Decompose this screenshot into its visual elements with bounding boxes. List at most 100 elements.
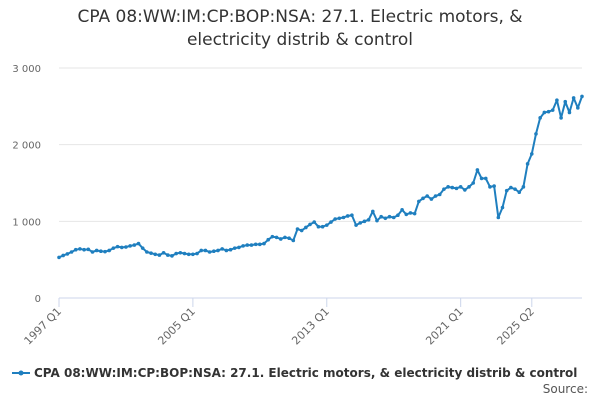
data-point[interactable] xyxy=(437,192,442,197)
data-point[interactable] xyxy=(174,251,178,256)
data-point[interactable] xyxy=(408,211,413,215)
data-point[interactable] xyxy=(199,248,204,253)
data-point[interactable] xyxy=(488,185,492,189)
data-point[interactable] xyxy=(308,222,312,227)
data-point[interactable] xyxy=(57,255,61,260)
data-point[interactable] xyxy=(383,216,388,221)
data-point[interactable] xyxy=(354,223,358,227)
data-point[interactable] xyxy=(237,245,241,250)
legend-series-label[interactable]: CPA 08:WW:IM:CP:BOP:NSA: 27.1. Electric … xyxy=(34,366,577,380)
data-point[interactable] xyxy=(563,99,568,104)
data-point[interactable] xyxy=(220,247,224,251)
data-point[interactable] xyxy=(538,116,542,120)
data-point[interactable] xyxy=(509,185,513,190)
data-point[interactable] xyxy=(350,213,354,217)
data-point[interactable] xyxy=(124,245,128,249)
data-point[interactable] xyxy=(274,235,279,240)
data-point[interactable] xyxy=(475,168,480,172)
data-point[interactable] xyxy=(571,96,576,100)
data-point[interactable] xyxy=(216,248,220,253)
data-point[interactable] xyxy=(191,252,195,257)
data-point[interactable] xyxy=(550,108,555,112)
data-point[interactable] xyxy=(504,188,509,193)
data-point[interactable] xyxy=(404,212,409,217)
data-point[interactable] xyxy=(312,220,317,224)
data-point[interactable] xyxy=(517,190,522,194)
data-point[interactable] xyxy=(94,248,99,253)
data-point[interactable] xyxy=(454,186,459,191)
data-point[interactable] xyxy=(111,246,116,250)
data-point[interactable] xyxy=(479,176,484,181)
data-point[interactable] xyxy=(333,217,337,221)
data-point[interactable] xyxy=(559,116,563,120)
data-point[interactable] xyxy=(153,252,158,257)
data-point[interactable] xyxy=(525,162,530,166)
data-point[interactable] xyxy=(467,185,471,189)
data-point[interactable] xyxy=(115,244,120,249)
data-point[interactable] xyxy=(78,247,82,251)
data-point[interactable] xyxy=(128,244,132,248)
data-point[interactable] xyxy=(471,181,476,185)
data-point[interactable] xyxy=(245,243,250,247)
data-point[interactable] xyxy=(149,251,153,255)
data-point[interactable] xyxy=(270,234,275,239)
data-point[interactable] xyxy=(203,248,208,253)
data-point[interactable] xyxy=(266,237,271,242)
data-point[interactable] xyxy=(283,235,287,240)
series-line[interactable] xyxy=(58,96,583,259)
data-point[interactable] xyxy=(483,176,488,181)
data-point[interactable] xyxy=(513,187,517,191)
data-point[interactable] xyxy=(295,227,300,231)
data-point[interactable] xyxy=(555,98,559,102)
data-point[interactable] xyxy=(492,184,496,188)
data-point[interactable] xyxy=(182,251,187,256)
data-point[interactable] xyxy=(567,110,572,115)
data-point[interactable] xyxy=(412,211,417,216)
data-point[interactable] xyxy=(232,246,237,250)
data-point[interactable] xyxy=(132,243,137,247)
data-point[interactable] xyxy=(253,242,258,247)
data-point[interactable] xyxy=(429,197,434,201)
data-point[interactable] xyxy=(90,250,95,254)
data-point[interactable] xyxy=(291,238,296,243)
data-point[interactable] xyxy=(345,214,350,218)
data-point[interactable] xyxy=(304,225,308,230)
data-point[interactable] xyxy=(375,218,379,223)
data-point[interactable] xyxy=(580,94,584,99)
data-point[interactable] xyxy=(521,185,526,189)
data-point[interactable] xyxy=(366,218,371,222)
data-point[interactable] xyxy=(157,253,162,257)
data-point[interactable] xyxy=(299,228,304,233)
data-point[interactable] xyxy=(178,250,183,255)
data-point[interactable] xyxy=(136,241,141,246)
data-point[interactable] xyxy=(161,250,166,255)
data-point[interactable] xyxy=(241,244,245,248)
data-point[interactable] xyxy=(417,199,421,204)
data-point[interactable] xyxy=(103,249,107,254)
data-point[interactable] xyxy=(329,220,333,224)
data-point[interactable] xyxy=(396,213,400,217)
data-point[interactable] xyxy=(249,243,254,247)
data-point[interactable] xyxy=(61,253,65,258)
data-point[interactable] xyxy=(379,214,383,219)
data-point[interactable] xyxy=(450,185,455,190)
data-point[interactable] xyxy=(433,194,438,198)
data-point[interactable] xyxy=(107,248,112,253)
series-group[interactable] xyxy=(57,94,584,260)
data-point[interactable] xyxy=(463,188,467,192)
data-point[interactable] xyxy=(287,236,291,240)
data-point[interactable] xyxy=(542,110,547,115)
data-point[interactable] xyxy=(195,251,199,256)
data-point[interactable] xyxy=(278,237,283,241)
data-point[interactable] xyxy=(207,250,212,254)
data-point[interactable] xyxy=(446,185,450,189)
data-point[interactable] xyxy=(391,215,396,220)
data-point[interactable] xyxy=(140,246,145,250)
data-point[interactable] xyxy=(320,224,325,229)
data-point[interactable] xyxy=(119,245,124,250)
data-point[interactable] xyxy=(337,216,342,221)
data-point[interactable] xyxy=(458,185,463,189)
data-point[interactable] xyxy=(170,254,174,258)
data-point[interactable] xyxy=(73,247,78,252)
data-point[interactable] xyxy=(224,248,229,253)
